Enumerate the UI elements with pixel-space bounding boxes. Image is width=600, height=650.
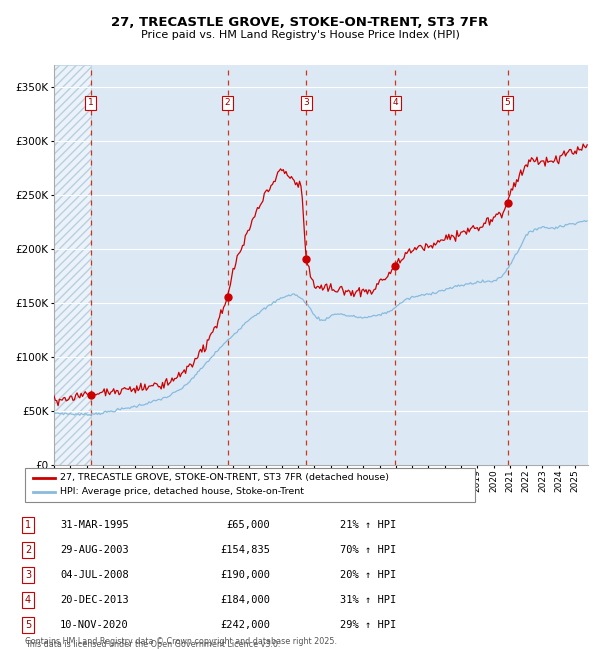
Text: 04-JUL-2008: 04-JUL-2008 [60, 570, 129, 580]
Text: 1: 1 [25, 520, 31, 530]
Text: 20% ↑ HPI: 20% ↑ HPI [340, 570, 396, 580]
Text: 5: 5 [25, 620, 31, 630]
Text: 4: 4 [392, 99, 398, 107]
Text: £184,000: £184,000 [220, 595, 270, 605]
Text: 31-MAR-1995: 31-MAR-1995 [60, 520, 129, 530]
Text: 70% ↑ HPI: 70% ↑ HPI [340, 545, 396, 555]
Text: 21% ↑ HPI: 21% ↑ HPI [340, 520, 396, 530]
Text: 27, TRECASTLE GROVE, STOKE-ON-TRENT, ST3 7FR: 27, TRECASTLE GROVE, STOKE-ON-TRENT, ST3… [112, 16, 488, 29]
Text: 29-AUG-2003: 29-AUG-2003 [60, 545, 129, 555]
Text: Contains HM Land Registry data © Crown copyright and database right 2025.: Contains HM Land Registry data © Crown c… [25, 638, 337, 647]
Text: Price paid vs. HM Land Registry's House Price Index (HPI): Price paid vs. HM Land Registry's House … [140, 30, 460, 40]
Text: 31% ↑ HPI: 31% ↑ HPI [340, 595, 396, 605]
Text: £65,000: £65,000 [226, 520, 270, 530]
Text: 1: 1 [88, 99, 94, 107]
Text: 2: 2 [25, 545, 31, 555]
Bar [54, 65, 91, 465]
Text: This data is licensed under the Open Government Licence v3.0.: This data is licensed under the Open Gov… [25, 640, 280, 649]
Text: £154,835: £154,835 [220, 545, 270, 555]
Text: 10-NOV-2020: 10-NOV-2020 [60, 620, 129, 630]
Text: 3: 3 [304, 99, 309, 107]
Text: 29% ↑ HPI: 29% ↑ HPI [340, 620, 396, 630]
Text: £242,000: £242,000 [220, 620, 270, 630]
Text: 2: 2 [225, 99, 230, 107]
Text: £190,000: £190,000 [220, 570, 270, 580]
Text: 27, TRECASTLE GROVE, STOKE-ON-TRENT, ST3 7FR (detached house): 27, TRECASTLE GROVE, STOKE-ON-TRENT, ST3… [60, 473, 389, 482]
Text: 3: 3 [25, 570, 31, 580]
Bar [25, 468, 475, 502]
Text: HPI: Average price, detached house, Stoke-on-Trent: HPI: Average price, detached house, Stok… [60, 488, 304, 497]
Text: 5: 5 [505, 99, 511, 107]
Text: 4: 4 [25, 595, 31, 605]
Text: 20-DEC-2013: 20-DEC-2013 [60, 595, 129, 605]
